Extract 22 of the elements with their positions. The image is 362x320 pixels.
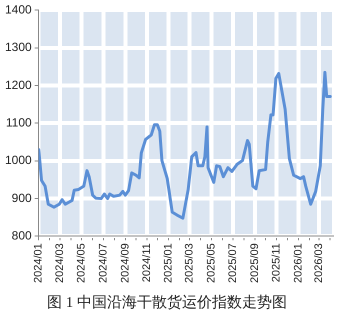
x-tick-label: 2024/03 — [54, 243, 66, 284]
x-tick-label: 2026/03 — [313, 243, 326, 284]
y-tick-label: 800 — [12, 228, 32, 243]
y-tick-label: 1400 — [4, 2, 32, 17]
x-tick-label: 2025/01 — [162, 243, 175, 284]
y-tick-label: 1200 — [4, 78, 32, 92]
x-tick-label: 2025/07 — [226, 243, 239, 284]
y-tick-label: 1100 — [6, 116, 32, 130]
y-tick-label: 1300 — [4, 40, 32, 54]
x-tick-label: 2024/11 — [141, 243, 154, 282]
x-tick-label: 2025/05 — [205, 243, 218, 284]
x-tick-label: 2025/09 — [248, 243, 261, 284]
x-tick-label: 2025/03 — [184, 243, 196, 284]
x-tick-label: 2024/05 — [76, 243, 88, 284]
text: 图 1 中国沿海干散货运价指数走势图 — [47, 294, 287, 311]
x-tick-label: 2024/01 — [32, 243, 45, 284]
x-tick-label: 2024/09 — [119, 243, 132, 284]
x-tick-label: 2024/07 — [97, 243, 110, 284]
x-tick-label: 2025/11 — [270, 243, 283, 282]
y-tick-label: 900 — [12, 190, 32, 205]
x-tick-label: 2026/01 — [292, 243, 304, 284]
y-tick-label: 1000 — [4, 153, 32, 168]
